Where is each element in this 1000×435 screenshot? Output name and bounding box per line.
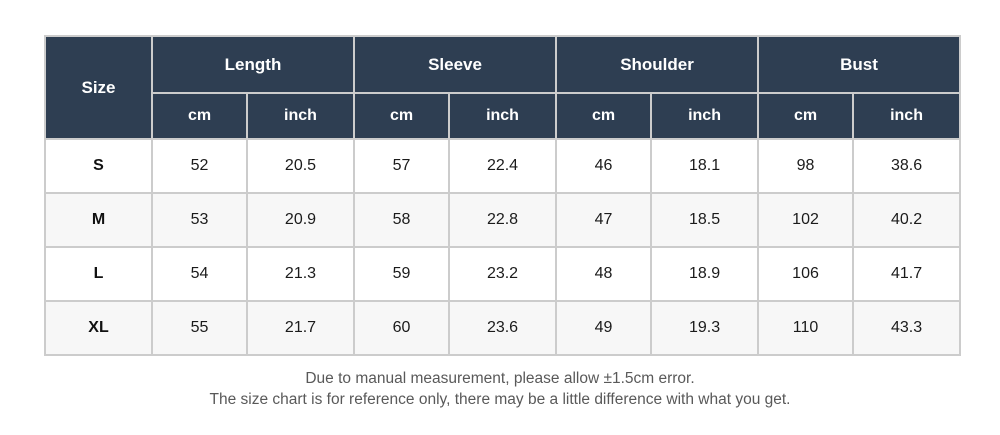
- unit-header: cm: [353, 92, 450, 140]
- size-cell: XL: [44, 300, 153, 356]
- value-cell: 46: [555, 138, 653, 194]
- value-cell: 21.3: [246, 246, 355, 302]
- bust-group-header: Bust: [757, 35, 962, 94]
- unit-header: cm: [555, 92, 653, 140]
- value-cell: 110: [757, 300, 855, 356]
- value-cell: 41.7: [852, 246, 962, 302]
- size-chart-table: Size Length Sleeve Shoulder Bust cm inch…: [44, 35, 962, 356]
- unit-header: inch: [246, 92, 355, 140]
- unit-header: inch: [650, 92, 760, 140]
- value-cell: 55: [151, 300, 248, 356]
- value-cell: 22.4: [447, 138, 558, 194]
- unit-header: inch: [852, 92, 962, 140]
- value-cell: 59: [353, 246, 450, 302]
- sleeve-group-header: Sleeve: [352, 35, 558, 94]
- value-cell: 43.3: [852, 300, 962, 356]
- value-cell: 22.8: [447, 192, 558, 248]
- measurement-note-line1: Due to manual measurement, please allow …: [305, 370, 695, 387]
- value-cell: 54: [151, 246, 248, 302]
- value-cell: 40.2: [852, 192, 962, 248]
- value-cell: 106: [757, 246, 855, 302]
- value-cell: 38.6: [852, 138, 962, 194]
- table-row-xl: XL 55 21.7 60 23.6 49 19.3 110 43.3: [44, 300, 962, 356]
- size-cell: M: [44, 192, 153, 248]
- value-cell: 48: [555, 246, 653, 302]
- measurement-note-line2: The size chart is for reference only, th…: [209, 391, 791, 408]
- unit-header: cm: [151, 92, 248, 140]
- size-cell: L: [44, 246, 153, 302]
- size-cell: S: [44, 138, 153, 194]
- value-cell: 52: [151, 138, 248, 194]
- value-cell: 18.1: [650, 138, 760, 194]
- table-row-m: M 53 20.9 58 22.8 47 18.5 102 40.2: [44, 192, 962, 248]
- value-cell: 102: [757, 192, 855, 248]
- unit-header: cm: [757, 92, 855, 140]
- header-unit-row: cm inch cm inch cm inch cm inch: [45, 92, 962, 140]
- value-cell: 53: [151, 192, 248, 248]
- table-row-s: S 52 20.5 57 22.4 46 18.1 98 38.6: [44, 138, 962, 194]
- value-cell: 18.5: [650, 192, 760, 248]
- size-column-header: Size: [44, 35, 153, 140]
- shoulder-group-header: Shoulder: [555, 35, 760, 94]
- length-group-header: Length: [151, 35, 355, 94]
- value-cell: 23.2: [447, 246, 558, 302]
- value-cell: 19.3: [650, 300, 760, 356]
- value-cell: 57: [353, 138, 450, 194]
- value-cell: 18.9: [650, 246, 760, 302]
- value-cell: 49: [555, 300, 653, 356]
- value-cell: 58: [353, 192, 450, 248]
- measurement-note: Due to manual measurement, please allow …: [0, 368, 1000, 410]
- value-cell: 98: [757, 138, 855, 194]
- value-cell: 23.6: [447, 300, 558, 356]
- value-cell: 21.7: [246, 300, 355, 356]
- value-cell: 60: [353, 300, 450, 356]
- unit-header: inch: [447, 92, 558, 140]
- value-cell: 47: [555, 192, 653, 248]
- header-group-row: Size Length Sleeve Shoulder Bust: [44, 35, 962, 140]
- value-cell: 20.5: [246, 138, 355, 194]
- value-cell: 20.9: [246, 192, 355, 248]
- table-row-l: L 54 21.3 59 23.2 48 18.9 106 41.7: [44, 246, 962, 302]
